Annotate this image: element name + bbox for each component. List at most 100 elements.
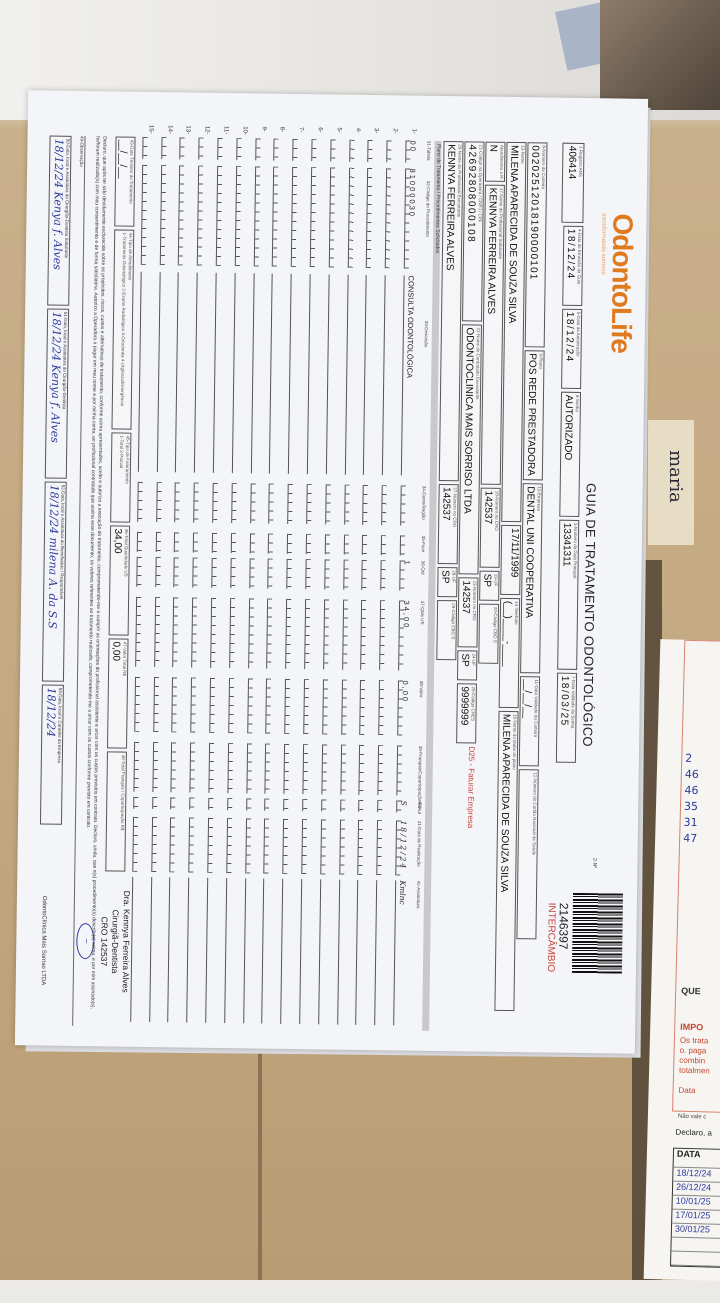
cell-qtd (211, 557, 224, 588)
cell-face (324, 534, 337, 555)
cell-valor (152, 677, 166, 733)
cell-assinatura (148, 877, 163, 1023)
row-number: 2- (391, 128, 398, 134)
cell-data (226, 818, 239, 874)
cell-assinatura (299, 879, 314, 1025)
th-qtd: 36-Qtd (420, 560, 426, 575)
receipt-impo: IMPO (680, 1021, 704, 1033)
field-uf-solicitante: 19-UF SP (479, 570, 500, 601)
cell-valor (303, 679, 317, 735)
stamp-signature: ~ (76, 922, 95, 960)
cell-aut (358, 799, 371, 813)
sig-value: 18/12/24 milena A. da S.S (45, 484, 61, 629)
cell-aut (264, 798, 277, 811)
row-number: 6- (316, 127, 323, 133)
row-number: 7- (297, 126, 304, 133)
row-number: 13- (185, 125, 192, 135)
th-face: 35-Face (420, 535, 427, 553)
signature-empresa: 53-Data, local e Carimbo da Empresa 18/12… (39, 684, 64, 825)
cell-data: 18/12/24 (395, 820, 409, 876)
cell-qtde-us (191, 597, 205, 668)
cell-assinatura (186, 877, 201, 1023)
cell-descricao (175, 272, 191, 473)
cell-valor (134, 676, 147, 732)
cell-franquia (208, 742, 222, 793)
field-uf-contratado: 24-UF SP (457, 650, 478, 681)
receipt-hw: 31 (683, 815, 698, 830)
cell-face (399, 535, 413, 556)
cell-aut (226, 798, 240, 811)
row-number: 10- (241, 126, 248, 135)
cell-franquia (302, 744, 316, 795)
cell-face (155, 532, 168, 553)
cell-aut (245, 798, 258, 811)
field-cro-executante: 27-Número no CRO 142537 (437, 483, 459, 565)
field-telefone: 14-Telefone (__)____-____ (498, 597, 521, 709)
cell-assinatura (355, 879, 370, 1026)
cell-qtd (342, 559, 356, 590)
cell-descricao (156, 272, 172, 473)
cell-descricao (194, 272, 209, 473)
billing-note: D25 - Faturar Empresa (454, 746, 476, 866)
cell-aut (151, 797, 164, 810)
field-empresa: 10-Empresa DENTAL UNI COOPERATIVA (520, 483, 543, 674)
cell-data (132, 816, 145, 872)
stamp-name: Dra. Kennya Ferreira Alves (120, 890, 133, 993)
cell-valor (265, 678, 279, 734)
cell-tabela (179, 137, 192, 160)
cell-qtde-us (247, 598, 261, 669)
cell-codigo (347, 167, 361, 268)
cell-aut (302, 799, 315, 812)
cell-qtde-us (285, 598, 299, 670)
receipt-que: QUE (681, 985, 701, 997)
row-number: 12- (203, 125, 210, 135)
sig-label: 53-Data, local e Carimbo da Empresa (56, 687, 63, 764)
cell-tabela (367, 139, 380, 163)
cell-franquia (152, 742, 165, 793)
cell-data (376, 820, 390, 876)
cell-valor (378, 680, 392, 736)
barcode (571, 892, 624, 974)
billing-note-text: D25 - Faturar Empresa (465, 746, 477, 829)
cell-qtde-us (379, 600, 393, 671)
cell-face (174, 532, 187, 553)
cell-face (380, 535, 394, 556)
name-note-text: maria (665, 450, 686, 503)
cell-valor (340, 679, 354, 735)
cell-assinatura (205, 877, 220, 1023)
cell-aut: S (396, 800, 409, 813)
cell-codigo (178, 165, 192, 266)
cell-valor (246, 678, 260, 734)
stamp-cro: CRO 142537 (98, 916, 110, 967)
cell-face (211, 532, 225, 553)
cell-codigo (272, 166, 286, 267)
cell-valor (190, 677, 204, 733)
cell-valor: 0,00 (397, 680, 410, 736)
cell-descricao (382, 275, 397, 476)
cell-dente (212, 482, 225, 523)
cell-data (207, 817, 221, 873)
cell-dente (306, 484, 319, 525)
cell-franquia (189, 742, 203, 793)
field-guia-principal: 3-Número da Guia Principal 13341311 (557, 519, 580, 670)
receipt-text: combin (679, 1055, 706, 1066)
cell-qtd (324, 559, 337, 590)
cell-tabela (217, 137, 230, 161)
cell-valor (228, 678, 241, 734)
field-validade-senha: 7-Data Validade da Senha 18/03/25 (555, 672, 578, 763)
cell-aut (283, 798, 296, 812)
th-data: 41-Data de Realização (416, 820, 423, 867)
cell-assinatura (130, 876, 145, 1022)
field-total-franquia: 48-Total Franquia / Coparticipação R$ (105, 751, 127, 872)
cell-dente (268, 483, 282, 524)
cell-qtd (380, 560, 393, 591)
cell-tabela (273, 138, 286, 161)
receipt-hw: 47 (683, 831, 698, 846)
field-prof-solicitante: 17-Nome do Profissional Solicitante KENNY… (480, 184, 505, 485)
cell-valor (359, 679, 373, 736)
cell-qtd (267, 558, 281, 589)
cell-descricao (269, 273, 285, 474)
sig-value: 18/12/24 Kenya f. Alves (50, 138, 66, 270)
field-cbo-executante: 29-Código CBO S (436, 599, 458, 661)
cell-codigo (215, 165, 230, 267)
